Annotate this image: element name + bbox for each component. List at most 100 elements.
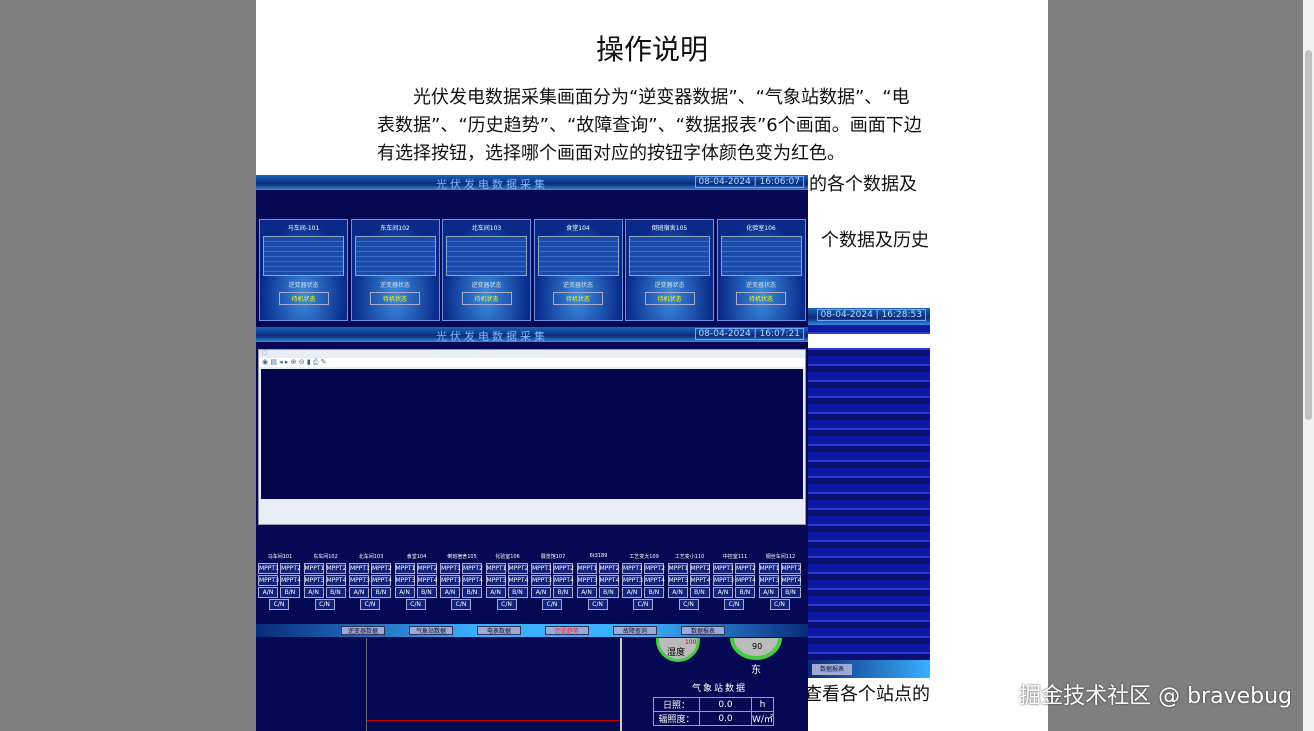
station-button[interactable]: B/N bbox=[598, 587, 619, 598]
station-button[interactable]: B/N bbox=[462, 587, 482, 598]
station-button[interactable]: C/N bbox=[496, 599, 517, 610]
station-button[interactable]: MPPT1 bbox=[758, 563, 780, 574]
station-button[interactable]: MPPT1 bbox=[485, 563, 507, 574]
station-button[interactable]: MPPT1 bbox=[258, 563, 279, 574]
station-button[interactable]: MPPT3 bbox=[531, 575, 552, 586]
station-button[interactable]: MPPT4 bbox=[735, 575, 756, 586]
station-button[interactable]: MPPT1 bbox=[576, 563, 598, 574]
station-button[interactable]: MPPT2 bbox=[644, 563, 665, 574]
inverter-panel: 食堂104 逆变器状态 待机状态 bbox=[533, 219, 623, 321]
station-button[interactable]: MPPT3 bbox=[440, 575, 461, 586]
station-button[interactable]: MPPT2 bbox=[371, 563, 392, 574]
station-button[interactable]: C/N bbox=[769, 599, 790, 610]
station-button[interactable]: MPPT4 bbox=[462, 575, 483, 586]
station-button[interactable]: MPPT1 bbox=[622, 563, 643, 574]
station-button[interactable]: MPPT2 bbox=[462, 563, 483, 574]
station-button[interactable]: MPPT2 bbox=[416, 563, 438, 574]
station-button[interactable]: MPPT3 bbox=[394, 575, 416, 586]
station-button[interactable]: MPPT4 bbox=[644, 575, 665, 586]
station-button[interactable]: MPPT2 bbox=[553, 563, 574, 574]
station-button[interactable]: MPPT1 bbox=[531, 563, 552, 574]
station-name: 化验室106 bbox=[495, 554, 520, 560]
station-button[interactable]: MPPT2 bbox=[280, 563, 301, 574]
station-button[interactable]: C/N bbox=[542, 599, 562, 610]
station-button[interactable]: C/N bbox=[678, 599, 699, 610]
scrollbar-thumb[interactable] bbox=[1305, 50, 1312, 420]
nav-button[interactable]: 电表数据 bbox=[477, 626, 521, 635]
station-button[interactable]: A/N bbox=[258, 587, 278, 598]
station-button[interactable]: C/N bbox=[633, 599, 653, 610]
station-button[interactable]: MPPT3 bbox=[713, 575, 734, 586]
station-button[interactable]: A/N bbox=[576, 587, 597, 598]
station-button[interactable]: C/N bbox=[360, 599, 380, 610]
station-button[interactable]: MPPT4 bbox=[507, 575, 529, 586]
station-button[interactable]: MPPT4 bbox=[780, 575, 802, 586]
station-button[interactable]: A/N bbox=[531, 587, 551, 598]
station-button[interactable]: A/N bbox=[394, 587, 415, 598]
station-button[interactable]: MPPT4 bbox=[416, 575, 438, 586]
nav-button[interactable]: 历史趋势 bbox=[545, 626, 589, 635]
nav-button[interactable]: 气象站数据 bbox=[409, 626, 453, 635]
station-button[interactable]: A/N bbox=[485, 587, 506, 598]
station-button[interactable]: MPPT4 bbox=[280, 575, 301, 586]
station-button[interactable]: MPPT4 bbox=[598, 575, 620, 586]
station-button[interactable]: MPPT3 bbox=[485, 575, 507, 586]
station-button[interactable]: MPPT3 bbox=[667, 575, 689, 586]
row-value: 0.0 bbox=[699, 697, 752, 712]
station-button[interactable]: MPPT4 bbox=[553, 575, 574, 586]
station-button[interactable]: C/N bbox=[587, 599, 608, 610]
station-button[interactable]: MPPT4 bbox=[689, 575, 711, 586]
station-button[interactable]: MPPT3 bbox=[303, 575, 325, 586]
station-button[interactable]: B/N bbox=[371, 587, 391, 598]
station-button[interactable]: MPPT2 bbox=[735, 563, 756, 574]
station-button[interactable]: MPPT2 bbox=[325, 563, 347, 574]
station-button[interactable]: MPPT1 bbox=[713, 563, 734, 574]
station-button[interactable]: C/N bbox=[724, 599, 744, 610]
station-button[interactable]: MPPT3 bbox=[349, 575, 370, 586]
station-button[interactable]: A/N bbox=[349, 587, 369, 598]
station-button[interactable]: MPPT2 bbox=[598, 563, 620, 574]
station-button[interactable]: MPPT4 bbox=[371, 575, 392, 586]
station-button[interactable]: MPPT3 bbox=[622, 575, 643, 586]
station-button[interactable]: B/N bbox=[325, 587, 346, 598]
station-button[interactable]: MPPT3 bbox=[576, 575, 598, 586]
station-button[interactable]: B/N bbox=[735, 587, 755, 598]
station-button[interactable]: A/N bbox=[303, 587, 324, 598]
station-button[interactable]: B/N bbox=[644, 587, 664, 598]
data-grid bbox=[629, 236, 710, 276]
station-button[interactable]: A/N bbox=[440, 587, 460, 598]
report-button[interactable]: 数据报表 bbox=[812, 664, 852, 675]
station-button[interactable]: C/N bbox=[269, 599, 289, 610]
station-button[interactable]: A/N bbox=[667, 587, 688, 598]
nav-button[interactable]: 数据报表 bbox=[681, 626, 725, 635]
station-button[interactable]: B/N bbox=[780, 587, 801, 598]
station-button[interactable]: A/N bbox=[758, 587, 779, 598]
station-button[interactable]: B/N bbox=[507, 587, 528, 598]
trend-toolbar[interactable]: ◉ ▤ ◂ ▸ ⊕ ⊖ ▮ ⎙ ✎ bbox=[259, 358, 805, 367]
station-name: 食堂104 bbox=[406, 554, 427, 560]
station-button[interactable]: MPPT1 bbox=[303, 563, 325, 574]
station-button[interactable]: B/N bbox=[416, 587, 437, 598]
station-button[interactable]: A/N bbox=[713, 587, 733, 598]
station-button[interactable]: MPPT3 bbox=[758, 575, 780, 586]
station-button[interactable]: C/N bbox=[314, 599, 335, 610]
station-button[interactable]: B/N bbox=[689, 587, 710, 598]
station-button[interactable]: MPPT2 bbox=[507, 563, 529, 574]
station-button[interactable]: MPPT1 bbox=[667, 563, 689, 574]
station-button[interactable]: B/N bbox=[280, 587, 300, 598]
station-button[interactable]: MPPT1 bbox=[349, 563, 370, 574]
station-button[interactable]: MPPT4 bbox=[325, 575, 347, 586]
station-button[interactable]: MPPT2 bbox=[780, 563, 802, 574]
station-button[interactable]: MPPT1 bbox=[440, 563, 461, 574]
station-group: 工艺变小110 MPPT1 MPPT2 MPPT3 MPPT4 A/N B/N C/N bbox=[667, 553, 712, 611]
station-button[interactable]: C/N bbox=[405, 599, 426, 610]
nav-button[interactable]: 故障查询 bbox=[613, 626, 657, 635]
nav-button[interactable]: 逆变器数据 bbox=[341, 626, 385, 635]
station-button[interactable]: C/N bbox=[451, 599, 471, 610]
station-button[interactable]: MPPT3 bbox=[258, 575, 279, 586]
station-button[interactable]: B/N bbox=[553, 587, 573, 598]
station-button[interactable]: MPPT1 bbox=[394, 563, 416, 574]
station-button[interactable]: A/N bbox=[622, 587, 642, 598]
station-button[interactable]: MPPT2 bbox=[689, 563, 711, 574]
scrollbar[interactable] bbox=[1303, 0, 1314, 731]
